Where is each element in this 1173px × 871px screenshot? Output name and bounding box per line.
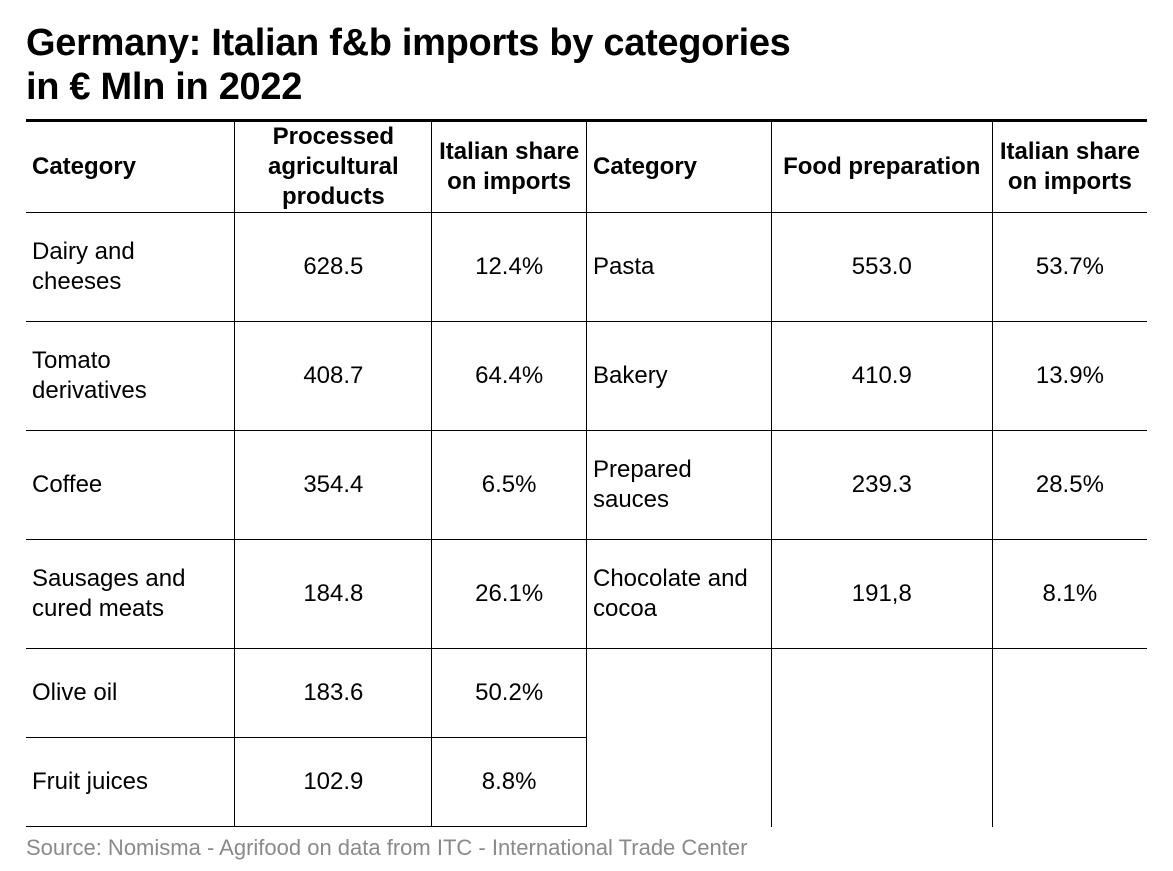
table-row: Tomato derivatives 408.7 64.4% Bakery 41… — [26, 322, 1147, 431]
cell-category: Coffee — [26, 431, 235, 540]
col-header-share-right: Italian share on imports — [992, 121, 1147, 213]
col-header-category-left: Category — [26, 121, 235, 213]
imports-table: Category Processed agricultural products… — [26, 119, 1147, 827]
cell-share: 26.1% — [432, 540, 587, 649]
cell-category: Dairy and cheeses — [26, 213, 235, 322]
cell-share: 53.7% — [992, 213, 1147, 322]
cell-category: Sausages and cured meats — [26, 540, 235, 649]
col-header-processed: Processed agricultural products — [235, 121, 432, 213]
figure-title: Germany: Italian f&b imports by categori… — [26, 22, 1147, 109]
cell-value: 354.4 — [235, 431, 432, 540]
table-row: Dairy and cheeses 628.5 12.4% Pasta 553.… — [26, 213, 1147, 322]
cell-share: 6.5% — [432, 431, 587, 540]
table-row: Fruit juices 102.9 8.8% — [26, 738, 1147, 827]
cell-share: 8.1% — [992, 540, 1147, 649]
cell-empty — [992, 738, 1147, 827]
cell-category: Prepared sauces — [586, 431, 771, 540]
cell-value: 183.6 — [235, 649, 432, 738]
cell-share: 13.9% — [992, 322, 1147, 431]
cell-value: 184.8 — [235, 540, 432, 649]
cell-category: Olive oil — [26, 649, 235, 738]
cell-value: 239.3 — [771, 431, 992, 540]
col-header-share-left: Italian share on imports — [432, 121, 587, 213]
col-header-category-right: Category — [586, 121, 771, 213]
col-header-food-prep: Food preparation — [771, 121, 992, 213]
cell-category: Tomato derivatives — [26, 322, 235, 431]
cell-empty — [771, 738, 992, 827]
cell-value: 553.0 — [771, 213, 992, 322]
cell-empty — [586, 738, 771, 827]
cell-value: 408.7 — [235, 322, 432, 431]
cell-category: Pasta — [586, 213, 771, 322]
cell-share: 64.4% — [432, 322, 587, 431]
cell-value: 191,8 — [771, 540, 992, 649]
source-note: Source: Nomisma - Agrifood on data from … — [26, 827, 1147, 861]
cell-share: 12.4% — [432, 213, 587, 322]
title-line-1: Germany: Italian f&b imports by categori… — [26, 22, 791, 64]
cell-category: Bakery — [586, 322, 771, 431]
cell-share: 8.8% — [432, 738, 587, 827]
table-row: Olive oil 183.6 50.2% — [26, 649, 1147, 738]
cell-category: Chocolate and cocoa — [586, 540, 771, 649]
cell-value: 628.5 — [235, 213, 432, 322]
cell-value: 410.9 — [771, 322, 992, 431]
title-line-2: in € Mln in 2022 — [26, 66, 302, 108]
cell-empty — [992, 649, 1147, 738]
table-row: Sausages and cured meats 184.8 26.1% Cho… — [26, 540, 1147, 649]
table-header-row: Category Processed agricultural products… — [26, 121, 1147, 213]
cell-category: Fruit juices — [26, 738, 235, 827]
cell-empty — [586, 649, 771, 738]
cell-share: 28.5% — [992, 431, 1147, 540]
cell-empty — [771, 649, 992, 738]
cell-share: 50.2% — [432, 649, 587, 738]
cell-value: 102.9 — [235, 738, 432, 827]
figure: Germany: Italian f&b imports by categori… — [0, 0, 1173, 871]
table-row: Coffee 354.4 6.5% Prepared sauces 239.3 … — [26, 431, 1147, 540]
